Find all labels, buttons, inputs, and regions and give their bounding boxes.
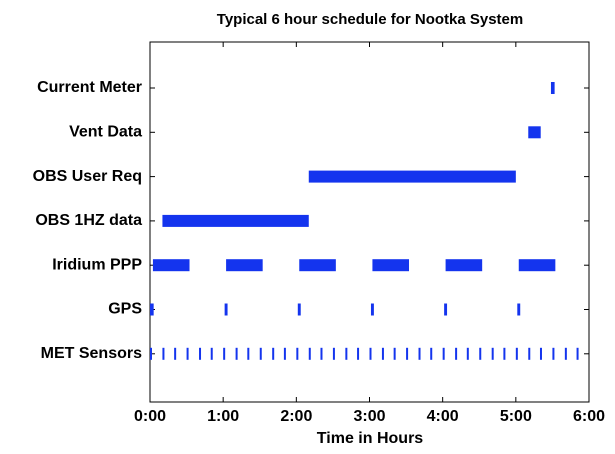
y-tick-label: Current Meter	[37, 79, 142, 96]
event	[320, 347, 323, 360]
event	[357, 347, 360, 360]
event	[369, 347, 372, 360]
event	[345, 347, 348, 360]
event	[381, 347, 384, 360]
bar	[226, 259, 263, 272]
bar	[152, 259, 190, 272]
event	[564, 347, 567, 360]
event	[576, 347, 579, 360]
x-tick-label: 4:00	[427, 408, 459, 425]
y-tick-label: OBS 1HZ data	[35, 212, 142, 229]
bar	[528, 126, 541, 139]
bar	[517, 303, 521, 316]
event	[393, 347, 396, 360]
x-tick-label: 5:00	[500, 408, 532, 425]
chart-title: Typical 6 hour schedule for Nootka Syste…	[217, 11, 523, 28]
x-tick-label: 1:00	[207, 408, 239, 425]
event	[223, 347, 226, 360]
y-tick-label: Vent Data	[69, 124, 142, 141]
bar	[445, 259, 483, 272]
event	[272, 347, 275, 360]
event	[539, 347, 542, 360]
event	[479, 347, 482, 360]
event	[491, 347, 494, 360]
event	[296, 347, 299, 360]
event	[515, 347, 518, 360]
bar	[299, 259, 336, 272]
bar	[444, 303, 448, 316]
event	[247, 347, 250, 360]
x-tick-label: 2:00	[280, 408, 312, 425]
bar	[162, 214, 309, 227]
bar	[518, 259, 556, 272]
event	[186, 347, 189, 360]
event	[528, 347, 531, 360]
x-tick-label: 0:00	[134, 408, 166, 425]
event	[259, 347, 262, 360]
event	[406, 347, 409, 360]
event	[418, 347, 421, 360]
event	[332, 347, 335, 360]
x-tick-label: 3:00	[353, 408, 385, 425]
y-tick-label: Iridium PPP	[52, 256, 142, 273]
x-axis-label: Time in Hours	[317, 430, 423, 447]
bar	[550, 82, 555, 94]
bar	[372, 259, 410, 272]
event	[150, 347, 152, 360]
bar	[297, 303, 301, 316]
event	[174, 347, 177, 360]
event	[210, 347, 213, 360]
event	[235, 347, 238, 360]
event	[455, 347, 458, 360]
x-tick-label: 6:00	[573, 408, 605, 425]
event	[283, 347, 286, 360]
event	[308, 347, 311, 360]
event	[442, 347, 445, 360]
bar	[150, 303, 154, 316]
event	[430, 347, 433, 360]
event	[466, 347, 469, 360]
y-tick-label: GPS	[108, 301, 142, 318]
bar	[308, 170, 516, 183]
bar	[370, 303, 374, 316]
event	[199, 347, 202, 360]
event	[162, 347, 165, 360]
bar	[224, 303, 228, 316]
event	[552, 347, 555, 360]
y-tick-label: OBS User Req	[33, 168, 142, 185]
y-tick-label: MET Sensors	[41, 345, 142, 362]
event	[503, 347, 506, 360]
